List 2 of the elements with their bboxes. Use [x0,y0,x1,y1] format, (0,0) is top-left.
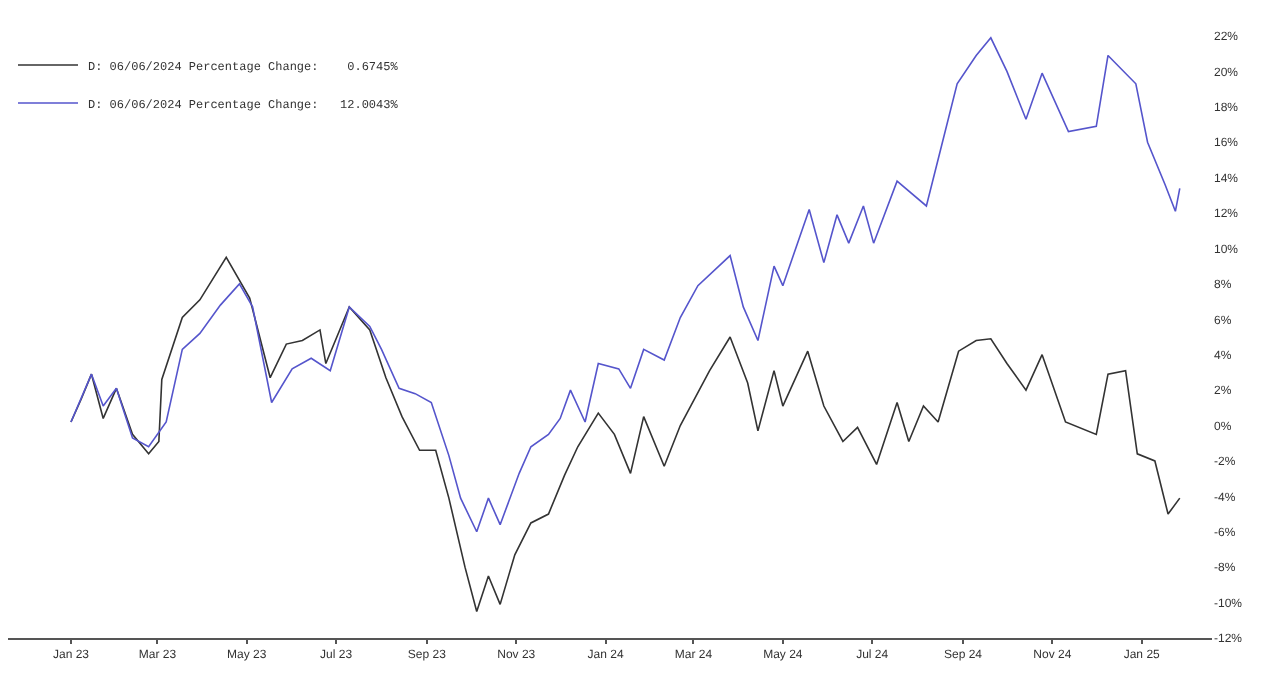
line-series [70,36,1181,533]
line-series [70,256,1181,613]
